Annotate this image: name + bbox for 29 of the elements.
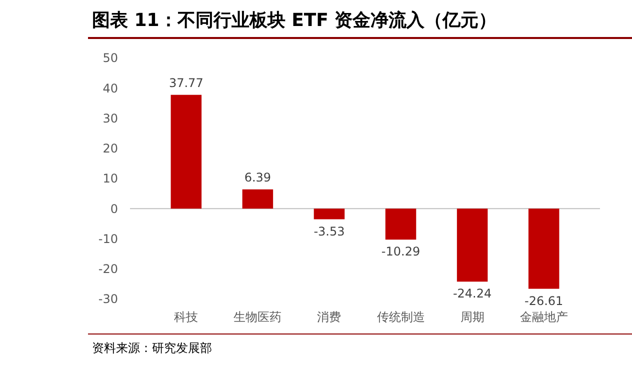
y-tick-label: 30 <box>102 111 118 126</box>
x-tick-label: 周期 <box>460 310 484 324</box>
data-label: 37.77 <box>168 76 204 90</box>
chart-title: 图表 11：不同行业板块 ETF 资金净流入（亿元） <box>92 10 497 31</box>
data-label: -3.53 <box>314 224 345 238</box>
data-label: -26.61 <box>524 294 564 308</box>
bar <box>314 208 345 220</box>
y-tick-label: 50 <box>102 51 118 66</box>
y-tick-label: 40 <box>102 81 118 96</box>
bar <box>456 208 488 282</box>
y-tick-label: -10 <box>98 232 118 246</box>
data-label: -10.29 <box>381 244 420 259</box>
y-tick-label: 10 <box>102 172 118 186</box>
y-tick-label: -30 <box>98 292 118 306</box>
x-tick-label: 科技 <box>174 310 198 324</box>
data-label: -24.24 <box>452 286 492 301</box>
y-tick-label: 0 <box>110 202 118 216</box>
y-tick-label: 20 <box>102 142 118 156</box>
text: 资料来源：研究发展部 <box>92 341 212 355</box>
x-tick-label: 传统制造 <box>376 310 425 324</box>
bar <box>170 94 202 209</box>
data-label: 6.39 <box>244 170 272 184</box>
x-tick-label: 消费 <box>317 310 342 324</box>
bar <box>242 189 274 209</box>
bar <box>385 208 416 240</box>
x-tick-label: 生物医药 <box>234 310 282 324</box>
bar <box>528 208 560 289</box>
x-tick-label: 金融地产 <box>520 310 568 324</box>
y-tick-label: -20 <box>98 262 118 276</box>
